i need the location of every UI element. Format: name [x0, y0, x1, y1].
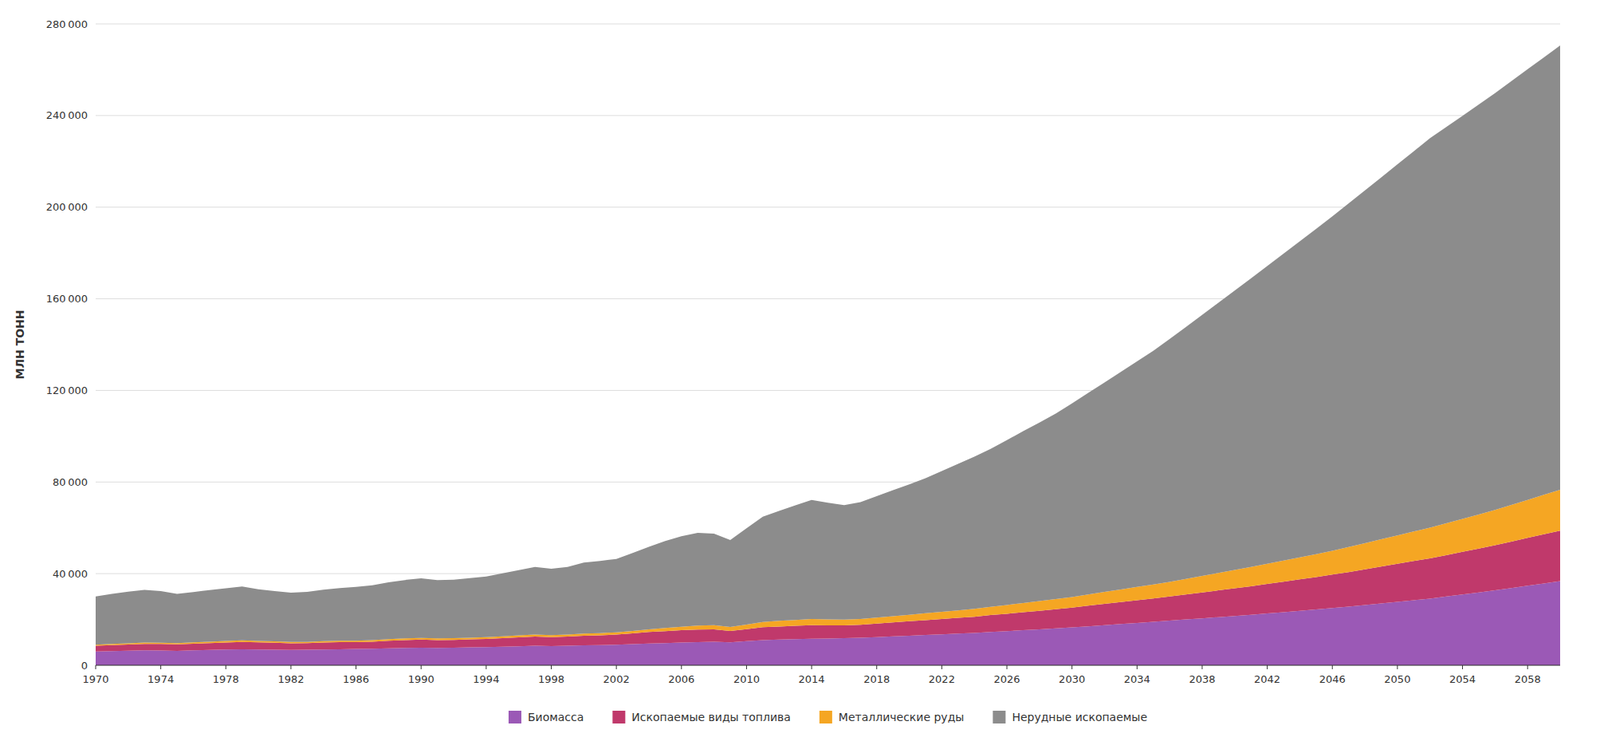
- legend-swatch: [992, 710, 1006, 724]
- x-tick: [355, 664, 357, 669]
- x-tick: [550, 664, 552, 669]
- x-tick-label: 1990: [408, 672, 435, 685]
- x-tick-label: 2002: [603, 672, 630, 685]
- x-tick-label: 1998: [538, 672, 565, 685]
- legend-item: Ископаемые виды топлива: [612, 710, 791, 724]
- areas: [95, 45, 1561, 665]
- grid-line: [95, 206, 1561, 208]
- x-tick: [1332, 664, 1333, 669]
- x-tick-label: 1982: [277, 672, 304, 685]
- y-axis: 0 40 000 80 000 120 000 160 000 200 000 240 00…: [46, 18, 88, 672]
- legend-item: Биомасса: [508, 710, 584, 724]
- x-tick: [225, 664, 227, 669]
- area: [95, 45, 1561, 645]
- x-tick-label: 1970: [82, 672, 109, 685]
- y-tick-label: 160 000: [46, 292, 88, 305]
- x-tick-label: 1974: [147, 672, 174, 685]
- x-tick: [1006, 664, 1008, 669]
- y-tick-label: 120 000: [46, 384, 88, 397]
- legend: Биомасса Ископаемые виды топлива Металличе…: [508, 710, 1148, 724]
- legend-swatch: [612, 710, 626, 724]
- x-tick-label: 2030: [1058, 672, 1086, 685]
- x-tick: [616, 664, 618, 669]
- x-tick-label: 2050: [1383, 672, 1411, 685]
- grid-line: [95, 114, 1561, 116]
- legend-item: Металлические руды: [819, 710, 965, 724]
- x-tick-label: 2014: [798, 672, 826, 685]
- y-axis-label: МЛН ТОНН: [13, 309, 27, 379]
- x-tick: [811, 664, 813, 669]
- x-axis-line: [95, 664, 1561, 666]
- x-tick-label: 2042: [1254, 672, 1281, 685]
- x-tick-label: 2054: [1449, 672, 1476, 685]
- x-tick-label: 2038: [1188, 672, 1215, 685]
- x-tick-label: 1994: [472, 672, 500, 685]
- x-tick: [680, 664, 682, 669]
- grid-line: [95, 23, 1561, 25]
- chart: 1970 1974 1978 1982 1986 1990 1994 1998 2002 2006…: [0, 0, 1600, 753]
- x-tick: [941, 664, 943, 669]
- grid-line: [95, 664, 1561, 666]
- legend-swatch: [508, 710, 522, 724]
- x-tick-label: 1978: [212, 672, 240, 685]
- y-tick-label: 80 000: [52, 475, 88, 488]
- x-tick: [1266, 664, 1268, 669]
- x-tick: [1071, 664, 1073, 669]
- y-tick-label: 280 000: [46, 18, 88, 31]
- x-tick: [290, 664, 291, 669]
- x-tick-label: 2022: [928, 672, 956, 685]
- x-tick: [1201, 664, 1203, 669]
- x-tick-label: 2018: [863, 672, 890, 685]
- x-tick: [1136, 664, 1138, 669]
- x-tick: [746, 664, 747, 669]
- x-axis: 1970 1974 1978 1982 1986 1990 1994 1998 2002 2006…: [82, 664, 1541, 685]
- x-tick-label: 2058: [1514, 672, 1542, 685]
- legend-label: Биомасса: [527, 710, 584, 724]
- legend-item: Нерудные ископаемые: [992, 710, 1148, 724]
- x-tick: [1462, 664, 1463, 669]
- x-tick-label: 2006: [668, 672, 695, 685]
- x-tick: [420, 664, 422, 669]
- x-tick-label: 1986: [342, 672, 370, 685]
- y-tick-label: 200 000: [46, 200, 88, 213]
- x-tick-label: 2046: [1319, 672, 1346, 685]
- x-tick: [160, 664, 162, 669]
- legend-label: Нерудные ископаемые: [1011, 710, 1148, 724]
- y-tick-label: 240 000: [46, 109, 88, 122]
- x-tick-label: 2010: [733, 672, 760, 685]
- x-tick: [1396, 664, 1398, 669]
- y-tick-label: 0: [81, 659, 88, 672]
- grid: [95, 23, 1561, 665]
- x-tick-label: 2026: [993, 672, 1020, 685]
- x-tick-label: 2034: [1124, 672, 1151, 685]
- x-tick: [1527, 664, 1529, 669]
- legend-swatch: [819, 710, 833, 724]
- legend-label: Ископаемые виды топлива: [631, 710, 791, 724]
- x-tick: [95, 664, 97, 669]
- x-tick: [876, 664, 877, 669]
- legend-label: Металлические руды: [838, 710, 965, 724]
- x-tick: [485, 664, 487, 669]
- y-tick-label: 40 000: [52, 567, 88, 580]
